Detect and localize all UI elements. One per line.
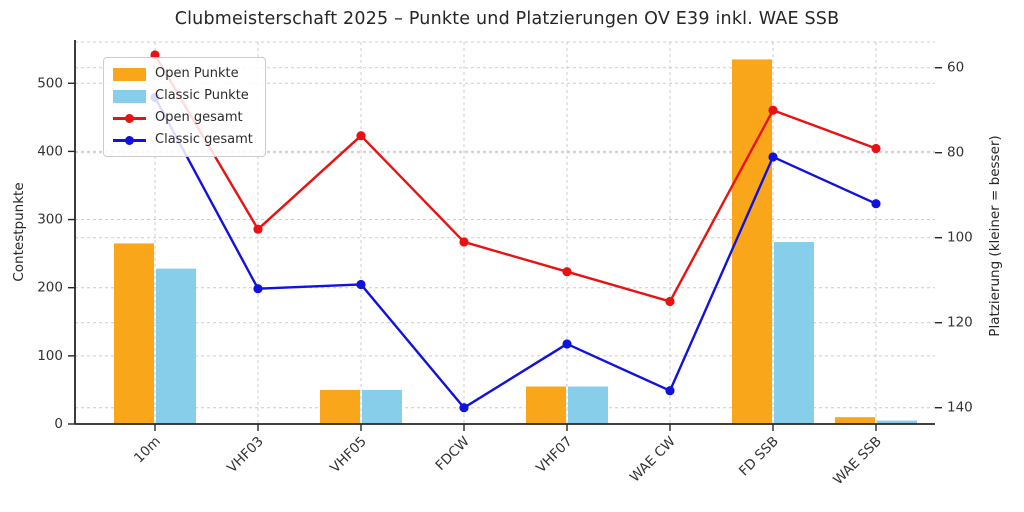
marker-open-gesamt bbox=[768, 105, 778, 115]
y-tick-label-left: 200 bbox=[37, 280, 63, 296]
x-tick-label: FD SSB bbox=[736, 434, 782, 480]
y-tick-label-right: 140 bbox=[947, 400, 973, 416]
y-tick-label-left: 500 bbox=[37, 75, 63, 91]
legend: Open Punkte Classic Punkte Open gesamt C… bbox=[103, 57, 266, 157]
legend-label: Open Punkte bbox=[155, 66, 239, 81]
bar-open-punkte bbox=[835, 417, 875, 424]
y-tick-label-left: 300 bbox=[37, 212, 63, 228]
marker-open-gesamt bbox=[562, 267, 572, 277]
y-tick-label-right: 120 bbox=[947, 315, 973, 331]
y-tick-label-left: 400 bbox=[37, 143, 63, 159]
classic-gesamt-swatch bbox=[113, 134, 146, 147]
y-tick-label-left: 0 bbox=[54, 416, 63, 432]
marker-classic-gesamt bbox=[871, 199, 881, 209]
bar-classic-punkte bbox=[774, 242, 814, 424]
x-tick-label: VHF07 bbox=[533, 434, 576, 477]
bar-classic-punkte bbox=[362, 389, 402, 424]
open-punkte-swatch bbox=[113, 67, 146, 81]
open-gesamt-swatch bbox=[113, 112, 146, 125]
x-tick-label: WAE CW bbox=[627, 434, 679, 486]
marker-open-gesamt bbox=[871, 143, 881, 154]
classic-punkte-swatch bbox=[113, 89, 146, 103]
legend-item-open-punkte: Open Punkte bbox=[113, 65, 253, 83]
marker-classic-gesamt bbox=[665, 386, 675, 396]
y-tick-label-right: 100 bbox=[947, 230, 973, 246]
marker-classic-gesamt bbox=[562, 339, 572, 349]
marker-open-gesamt bbox=[459, 237, 469, 247]
legend-label: Classic Punkte bbox=[155, 88, 249, 103]
chart-title: Clubmeisterschaft 2025 – Punkte und Plat… bbox=[174, 9, 840, 29]
x-tick-label: VHF05 bbox=[327, 434, 370, 477]
bar-open-punkte bbox=[114, 243, 154, 424]
marker-classic-gesamt bbox=[459, 403, 469, 413]
y-tick-label-right: 80 bbox=[947, 145, 964, 161]
legend-label: Classic gesamt bbox=[155, 132, 253, 147]
bar-open-punkte bbox=[526, 386, 566, 424]
marker-open-gesamt bbox=[253, 224, 263, 234]
marker-open-gesamt bbox=[665, 296, 675, 307]
legend-item-classic-gesamt: Classic gesamt bbox=[113, 131, 253, 149]
y-tick-label-right: 60 bbox=[947, 60, 964, 76]
bar-open-punkte bbox=[732, 59, 772, 425]
legend-item-open-gesamt: Open gesamt bbox=[113, 109, 253, 127]
bar-open-punkte bbox=[320, 389, 360, 424]
marker-classic-gesamt bbox=[768, 152, 778, 162]
bar-classic-punkte bbox=[568, 386, 608, 424]
legend-item-classic-punkte: Classic Punkte bbox=[113, 87, 253, 105]
x-tick-label: VHF03 bbox=[224, 434, 267, 477]
legend-label: Open gesamt bbox=[155, 110, 243, 125]
x-tick-label: WAE SSB bbox=[830, 434, 885, 489]
y-tick-label-left: 100 bbox=[37, 348, 63, 364]
x-tick-label: 10m bbox=[131, 434, 164, 467]
marker-classic-gesamt bbox=[356, 279, 366, 290]
marker-classic-gesamt bbox=[253, 284, 263, 294]
marker-open-gesamt bbox=[356, 131, 366, 141]
bar-classic-punkte bbox=[156, 268, 196, 424]
bar-classic-punkte bbox=[877, 420, 917, 424]
line-classic-gesamt bbox=[153, 96, 877, 409]
x-tick-label: FDCW bbox=[433, 434, 473, 474]
line-open-gesamt bbox=[153, 54, 877, 303]
